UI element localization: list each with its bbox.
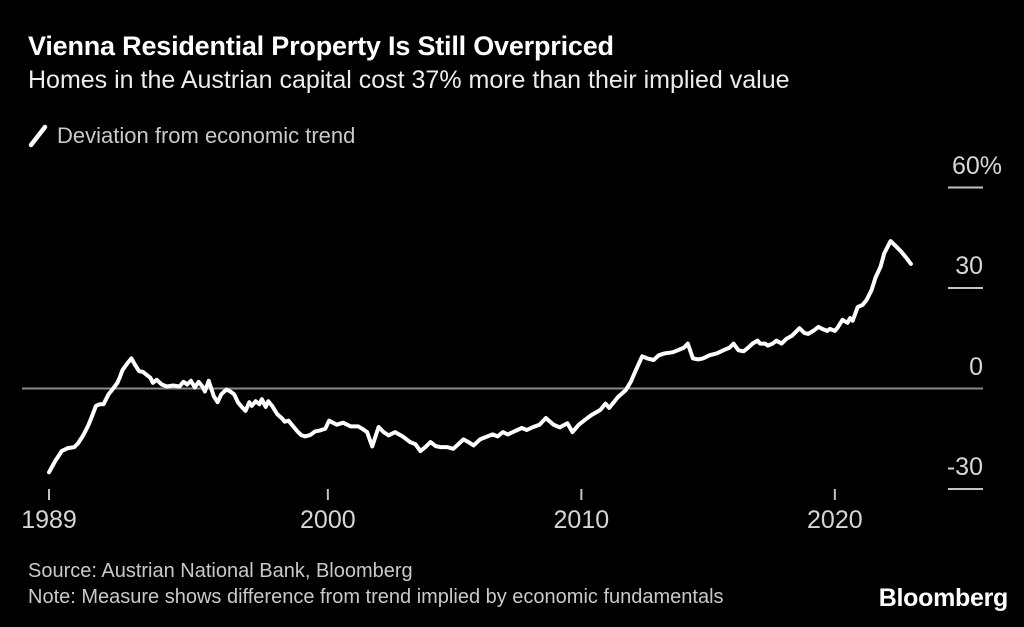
bloomberg-logo: Bloomberg [878,584,1009,612]
line-stroke-icon [28,124,48,148]
chart-subtitle: Homes in the Austrian capital cost 37% m… [28,66,790,94]
source-note: Source: Austrian National Bank, Bloomber… [28,560,413,582]
legend: Deviation from economic trend [28,123,355,149]
data-line-deviation-from-trend [47,239,913,475]
legend-label: Deviation from economic trend [57,123,356,148]
chart-title: Vienna Residential Property Is Still Ove… [28,31,614,61]
methodology-note: Note: Measure shows difference from tren… [28,586,724,608]
